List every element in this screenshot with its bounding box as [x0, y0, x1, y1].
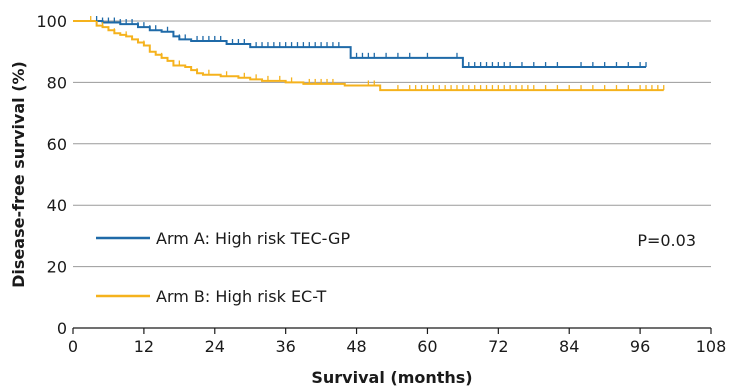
x-tick-label-60: 60: [417, 337, 437, 356]
x-axis-title: Survival (months): [311, 368, 472, 387]
legend-label-arm-b: Arm B: High risk EC-T: [156, 287, 327, 306]
series-line-0: [73, 20, 647, 69]
x-tick-label-96: 96: [630, 337, 650, 356]
x-tick-label-84: 84: [559, 337, 579, 356]
x-tick-label-108: 108: [696, 337, 727, 356]
x-tick-label-48: 48: [346, 337, 366, 356]
axes: 0 20 40 60 80 100 0 12 24 36 48 60 72 84 96 108: [36, 12, 726, 356]
series-line-1: [73, 20, 664, 92]
censor-marks: [90, 16, 665, 91]
y-tick-label-60: 60: [47, 135, 67, 154]
y-tick-label-80: 80: [47, 73, 67, 92]
grid-lines: [73, 20, 711, 268]
legend: Arm A: High risk TEC-GP Arm B: High risk…: [96, 229, 350, 306]
legend-label-arm-a: Arm A: High risk TEC-GP: [156, 229, 350, 248]
y-axis-title: Disease-free survival (%): [9, 61, 28, 288]
y-tick-label-20: 20: [47, 258, 67, 277]
x-tick-label-12: 12: [134, 337, 154, 356]
x-tick-label-0: 0: [68, 337, 78, 356]
y-tick-label-40: 40: [47, 196, 67, 215]
y-tick-label-100: 100: [36, 12, 67, 31]
x-tick-label-72: 72: [488, 337, 508, 356]
x-tick-label-36: 36: [275, 337, 295, 356]
y-tick-label-0: 0: [57, 319, 67, 338]
p-value-annotation: P=0.03: [637, 231, 696, 250]
x-tick-label-24: 24: [205, 337, 225, 356]
